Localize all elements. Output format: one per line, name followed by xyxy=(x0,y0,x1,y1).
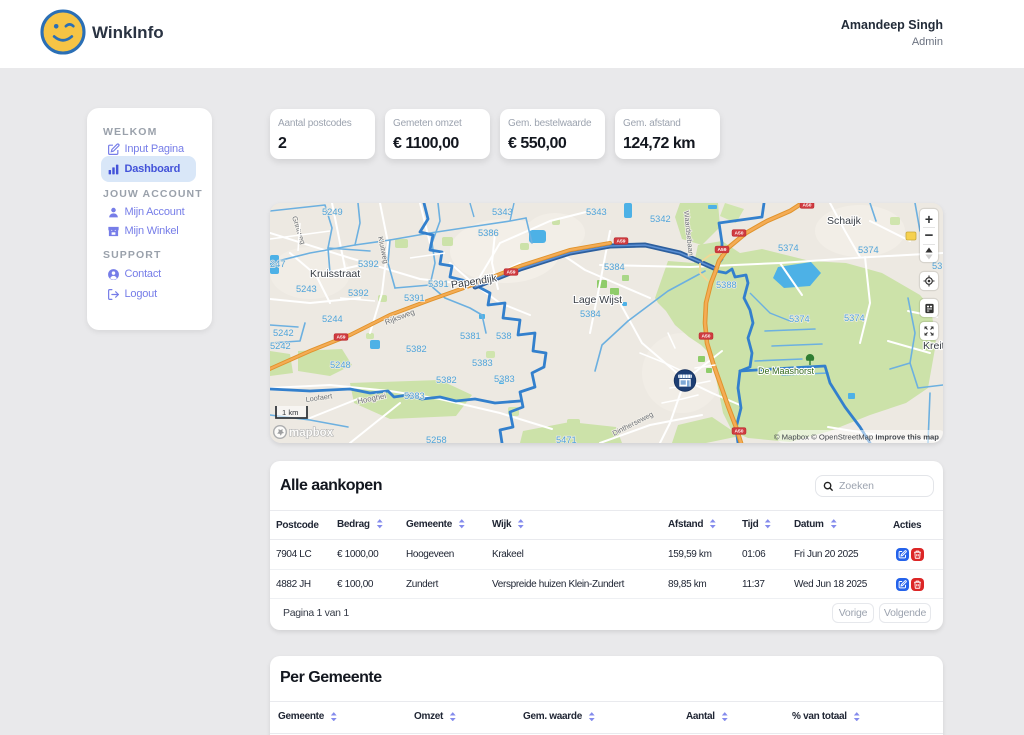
svg-text:5382: 5382 xyxy=(406,344,427,354)
svg-text:© Mapbox © OpenStreetMap Impro: © Mapbox © OpenStreetMap Improve this ma… xyxy=(774,432,939,441)
svg-text:1 km: 1 km xyxy=(282,408,298,417)
svg-text:5383: 5383 xyxy=(404,391,425,401)
svg-text:5374: 5374 xyxy=(789,314,810,324)
svg-text:247: 247 xyxy=(270,259,286,269)
svg-text:mapbox: mapbox xyxy=(289,427,334,439)
svg-text:5244: 5244 xyxy=(322,314,343,324)
svg-text:5374: 5374 xyxy=(844,313,865,323)
svg-text:53: 53 xyxy=(932,261,942,271)
svg-text:538: 538 xyxy=(496,331,512,341)
svg-text:5382: 5382 xyxy=(436,375,457,385)
svg-text:5392: 5392 xyxy=(358,259,379,269)
svg-text:5343: 5343 xyxy=(586,207,607,217)
svg-text:A59: A59 xyxy=(337,335,346,341)
svg-text:A50: A50 xyxy=(702,334,711,340)
svg-text:5381: 5381 xyxy=(460,331,481,341)
svg-text:5388: 5388 xyxy=(716,280,737,290)
svg-text:5384: 5384 xyxy=(580,309,601,319)
svg-text:Kruisstraat: Kruisstraat xyxy=(310,268,360,280)
svg-text:A59: A59 xyxy=(718,247,727,253)
svg-text:Kreits: Kreits xyxy=(923,340,943,352)
svg-text:5242: 5242 xyxy=(270,341,291,351)
svg-text:Lage Wijst: Lage Wijst xyxy=(573,294,622,306)
svg-text:A50: A50 xyxy=(735,231,744,237)
svg-text:5383: 5383 xyxy=(494,374,515,384)
svg-text:5391: 5391 xyxy=(404,293,425,303)
svg-text:5471: 5471 xyxy=(556,435,577,443)
svg-text:5386: 5386 xyxy=(478,228,499,238)
svg-text:5392: 5392 xyxy=(348,288,369,298)
svg-text:5383: 5383 xyxy=(472,358,493,368)
svg-text:5374: 5374 xyxy=(858,245,879,255)
svg-text:5391: 5391 xyxy=(428,279,449,289)
svg-text:5374: 5374 xyxy=(778,243,799,253)
svg-text:A50: A50 xyxy=(735,429,744,435)
svg-text:A59: A59 xyxy=(507,270,516,276)
svg-text:5384: 5384 xyxy=(604,262,625,272)
svg-text:A50: A50 xyxy=(803,203,812,209)
svg-text:5343: 5343 xyxy=(492,207,513,217)
svg-text:5243: 5243 xyxy=(296,284,317,294)
svg-text:5258: 5258 xyxy=(426,435,447,443)
svg-text:5248: 5248 xyxy=(330,360,351,370)
svg-text:A59: A59 xyxy=(617,239,626,245)
svg-text:Schaijk: Schaijk xyxy=(827,215,862,227)
svg-text:5242: 5242 xyxy=(273,328,294,338)
svg-text:De Maashorst: De Maashorst xyxy=(758,366,815,376)
svg-text:5249: 5249 xyxy=(322,207,343,217)
svg-text:5342: 5342 xyxy=(650,214,671,224)
